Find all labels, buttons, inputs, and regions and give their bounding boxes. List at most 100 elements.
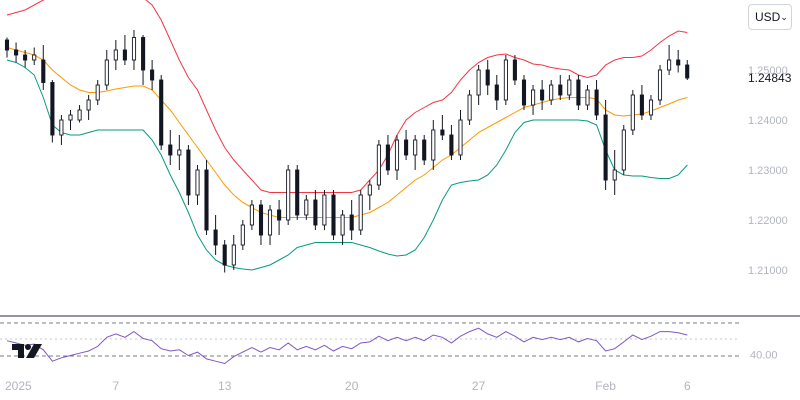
price-tick-label: 1.23000 bbox=[748, 165, 788, 177]
candle-body bbox=[558, 84, 563, 96]
candle-body bbox=[594, 89, 599, 116]
rsi-pane: 40.00 bbox=[0, 322, 778, 365]
price-candles bbox=[4, 30, 690, 273]
candle-body bbox=[141, 37, 146, 71]
candle bbox=[531, 85, 536, 115]
candle bbox=[14, 42, 19, 63]
candle bbox=[594, 80, 599, 120]
price-tick-label: 1.25000 bbox=[748, 65, 788, 77]
time-tick-label: 7 bbox=[112, 379, 119, 393]
candle bbox=[385, 135, 390, 175]
candle-body bbox=[648, 99, 654, 116]
candle-body bbox=[585, 89, 590, 106]
candle bbox=[549, 80, 554, 105]
candle-body bbox=[394, 139, 400, 171]
time-axis: 2025 7 13 20 27 Feb 6 bbox=[5, 379, 691, 393]
candle-body bbox=[177, 149, 182, 156]
candle bbox=[113, 40, 118, 70]
candle bbox=[68, 110, 73, 130]
candle-body bbox=[467, 94, 472, 121]
lower-band-line bbox=[6, 59, 688, 271]
candle-body bbox=[431, 129, 436, 161]
currency-value: USD bbox=[755, 10, 781, 24]
candle bbox=[141, 35, 146, 85]
candle-body bbox=[349, 214, 354, 231]
candle bbox=[104, 50, 109, 90]
candle-body bbox=[503, 59, 508, 101]
candle-body bbox=[4, 39, 10, 51]
candle bbox=[86, 95, 91, 120]
candle bbox=[150, 60, 155, 90]
candle bbox=[258, 200, 264, 245]
candle bbox=[404, 130, 409, 160]
candle bbox=[567, 75, 572, 100]
candle bbox=[349, 200, 354, 240]
candle bbox=[204, 160, 209, 235]
candle-body bbox=[404, 139, 409, 156]
candle-body bbox=[267, 209, 273, 236]
candle-body bbox=[86, 99, 91, 111]
candle-body bbox=[540, 89, 545, 101]
candle bbox=[685, 60, 690, 80]
candle-body bbox=[113, 49, 118, 61]
candle-body bbox=[358, 194, 363, 231]
candle-body bbox=[603, 114, 608, 181]
candle bbox=[648, 95, 654, 120]
candle bbox=[267, 205, 273, 245]
currency-select[interactable]: USD ⌄ bbox=[748, 4, 792, 30]
candle-body bbox=[676, 59, 681, 66]
candle-body bbox=[685, 64, 690, 79]
candle-body bbox=[168, 144, 173, 156]
candle-body bbox=[512, 59, 517, 81]
candle-body bbox=[131, 37, 137, 61]
candle bbox=[177, 135, 182, 170]
candle-body bbox=[68, 114, 73, 121]
price-tick-label: 1.24000 bbox=[748, 115, 788, 127]
candle bbox=[304, 195, 309, 220]
candle bbox=[313, 190, 318, 230]
candle bbox=[50, 80, 55, 143]
candle bbox=[667, 45, 672, 75]
candle-body bbox=[531, 89, 536, 106]
time-tick-label: 27 bbox=[472, 379, 486, 393]
candle-body bbox=[667, 59, 672, 71]
candle bbox=[576, 75, 581, 110]
candle-body bbox=[186, 149, 191, 196]
candle-body bbox=[621, 129, 626, 171]
candle-body bbox=[313, 199, 318, 226]
candle bbox=[322, 190, 327, 230]
price-tick-label: 1.21000 bbox=[748, 265, 788, 277]
time-tick-label: 6 bbox=[684, 379, 691, 393]
candle-body bbox=[249, 204, 254, 226]
candle bbox=[277, 200, 282, 235]
candle-body bbox=[150, 69, 155, 81]
candle-body bbox=[195, 169, 200, 196]
time-tick-label: Feb bbox=[595, 379, 616, 393]
candle-body bbox=[612, 169, 617, 181]
candle bbox=[422, 135, 427, 165]
candle-body bbox=[367, 184, 372, 196]
candle-body bbox=[213, 229, 218, 246]
candle-body bbox=[576, 79, 581, 106]
candle bbox=[222, 240, 227, 273]
candle-body bbox=[657, 69, 663, 101]
candle bbox=[195, 165, 200, 205]
candle bbox=[603, 100, 608, 190]
candle bbox=[494, 75, 499, 110]
candle bbox=[413, 135, 418, 170]
candle bbox=[630, 90, 635, 135]
candle-body bbox=[458, 119, 463, 156]
candle-body bbox=[159, 79, 164, 146]
candle bbox=[186, 145, 191, 205]
rsi-tick-label: 40.00 bbox=[750, 349, 778, 361]
candle bbox=[41, 45, 46, 90]
candle-body bbox=[104, 59, 109, 86]
candle-body bbox=[258, 204, 264, 236]
candle-body bbox=[240, 224, 245, 246]
candle bbox=[122, 35, 127, 65]
candle-body bbox=[231, 244, 236, 266]
candle-body bbox=[385, 144, 390, 171]
candle bbox=[159, 75, 164, 150]
candle-body bbox=[23, 54, 28, 61]
